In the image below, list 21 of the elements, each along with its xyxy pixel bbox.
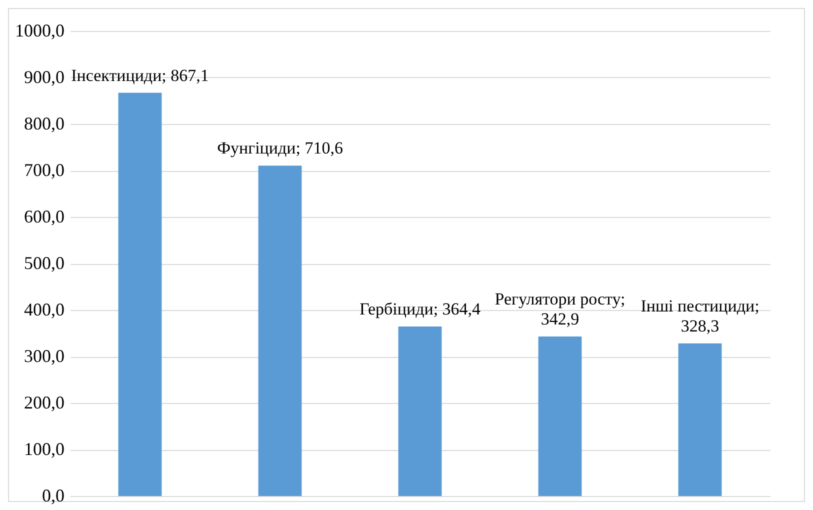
- data-label: Інсектициди; 867,1: [71, 66, 209, 85]
- y-tick-label: 700,0: [24, 160, 64, 180]
- y-tick-label: 400,0: [24, 300, 64, 320]
- y-tick-label: 200,0: [24, 392, 64, 412]
- y-tick-label: 800,0: [24, 114, 64, 134]
- y-tick-label: 500,0: [24, 253, 64, 273]
- bar: [258, 166, 302, 496]
- y-tick-label: 100,0: [24, 439, 64, 459]
- bar: [538, 336, 582, 496]
- y-tick-label: 900,0: [24, 67, 64, 87]
- y-tick-label: 300,0: [24, 346, 64, 366]
- y-tick-label: 600,0: [24, 206, 64, 226]
- text: Інші пестициди; 328,3: [640, 296, 760, 336]
- bar: [118, 92, 162, 496]
- y-tick-label: 1000,0: [15, 20, 64, 40]
- bar: [678, 343, 722, 496]
- data-label: Фунгіциди; 710,6: [217, 138, 343, 158]
- text: Регулятори росту; 342,9: [494, 290, 626, 329]
- y-tick-label: 0,0: [42, 486, 64, 506]
- data-label: Гербіциди; 364,4: [359, 300, 482, 319]
- bar: [398, 326, 442, 496]
